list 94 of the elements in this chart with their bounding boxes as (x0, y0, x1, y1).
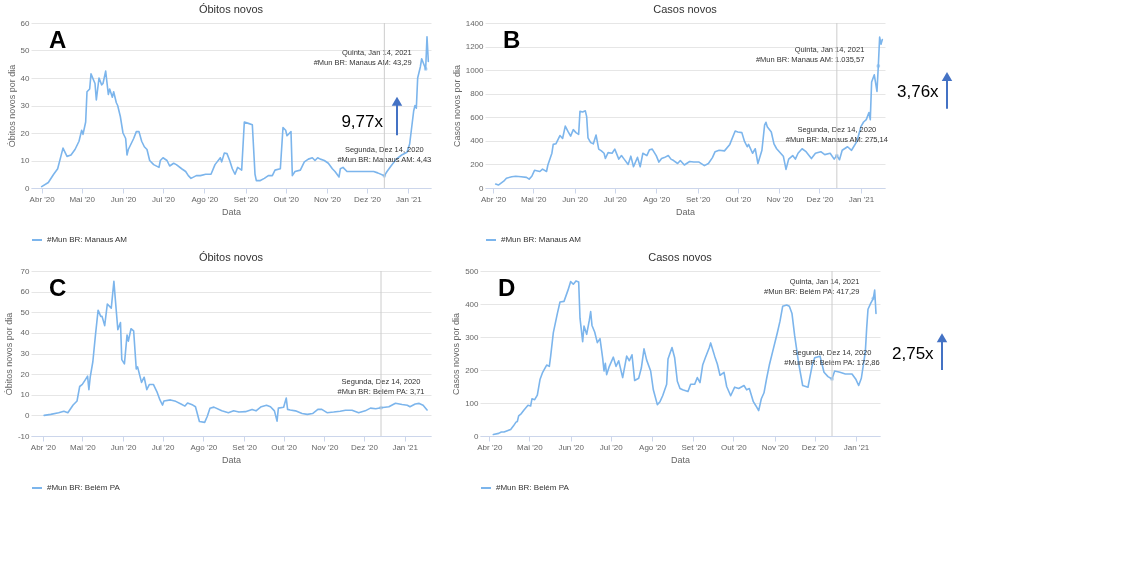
legend-label: #Mun BR: Manaus AM (501, 235, 582, 244)
x-tick-label: Jul '20 (151, 442, 176, 452)
y-tick-label: 60 (20, 18, 31, 28)
x-tick-label: Abr '20 (477, 442, 503, 452)
x-tick-label: Dez '20 (354, 194, 382, 204)
y-tick-label: 400 (465, 299, 480, 309)
annotation: A (49, 26, 67, 53)
x-tick-label: Out '20 (273, 194, 300, 204)
x-tick-label: Out '20 (721, 442, 748, 452)
x-axis-title: Data (221, 206, 242, 217)
x-tick-label: Jan '21 (848, 194, 875, 204)
y-tick-label: 30 (20, 349, 31, 358)
x-tick-label: Dez '20 (350, 442, 379, 452)
x-tick-label: Abr '20 (480, 194, 507, 204)
x-tick-label: Jul '20 (603, 194, 628, 204)
y-tick-label: 0 (25, 410, 31, 420)
y-tick-label: -10 (17, 431, 31, 441)
x-tick-label: Ago '20 (643, 194, 671, 204)
y-tick-label: 50 (20, 46, 31, 55)
y-axis-title: Óbitos novos por dia (3, 312, 14, 396)
y-tick-label: 20 (20, 128, 31, 138)
x-axis-title: Data (670, 454, 691, 465)
y-tick-label: 10 (20, 156, 31, 165)
x-tick-label: Jan '21 (392, 442, 419, 452)
x-tick-label: Dez '20 (801, 442, 830, 452)
y-tick-label: 1200 (465, 42, 485, 52)
x-tick-label: Nov '20 (314, 194, 342, 204)
y-tick-label: 500 (465, 266, 480, 276)
y-tick-label: 800 (470, 89, 485, 99)
x-tick-label: Abr '20 (29, 194, 56, 204)
y-tick-label: 70 (20, 266, 31, 276)
x-tick-label: Nov '20 (766, 194, 794, 204)
x-tick-label: Jan '21 (843, 442, 870, 452)
y-axis-title: Casos novos por dia (451, 312, 462, 396)
y-tick-label: 300 (465, 332, 480, 342)
chart-title: Óbitos novos (198, 251, 264, 263)
line-series (43, 280, 428, 424)
x-tick-label: Out '20 (725, 194, 752, 204)
x-tick-label: Mai '20 (70, 442, 97, 452)
y-tick-label: 30 (20, 101, 31, 110)
annotation: 9,77x (341, 112, 384, 131)
y-tick-label: 400 (470, 136, 485, 146)
x-axis-title: Data (221, 454, 242, 465)
x-tick-label: Jun '20 (110, 194, 137, 204)
x-tick-label: Nov '20 (761, 442, 790, 452)
legend-label: #Mun BR: Manaus AM (47, 235, 128, 244)
x-tick-label: Mai '20 (520, 194, 547, 204)
y-tick-label: 200 (470, 159, 485, 169)
x-tick-label: Mai '20 (517, 442, 544, 452)
x-tick-label: Set '20 (685, 194, 712, 204)
y-tick-label: 0 (25, 183, 31, 193)
text: 3,76x (897, 82, 940, 102)
y-tick-label: 60 (20, 287, 31, 297)
x-tick-label: Set '20 (233, 194, 260, 204)
x-tick-label: Nov '20 (311, 442, 339, 452)
x-tick-label: Ago '20 (190, 442, 218, 452)
annotation: B (503, 26, 521, 53)
x-tick-label: Ago '20 (639, 442, 667, 452)
annotation: C (49, 274, 67, 301)
annotation: D (498, 274, 516, 301)
y-tick-label: 100 (465, 398, 480, 408)
y-tick-label: 0 (474, 431, 480, 441)
x-tick-label: Jul '20 (599, 442, 624, 452)
x-tick-label: Jun '20 (110, 442, 137, 452)
legend-label: #Mun BR: Belém PA (496, 483, 570, 492)
x-tick-label: Mai '20 (69, 194, 96, 204)
chart-title: Casos novos (653, 3, 718, 15)
x-tick-label: Dez '20 (806, 194, 834, 204)
chart-title: Óbitos novos (198, 3, 264, 15)
x-tick-label: Ago '20 (191, 194, 219, 204)
legend-label: #Mun BR: Belém PA (47, 483, 121, 492)
y-tick-label: 50 (20, 307, 31, 317)
y-tick-label: 1400 (465, 18, 485, 28)
y-axis-title: Óbitos novos por dia (6, 64, 17, 148)
y-tick-label: 200 (465, 365, 480, 375)
x-tick-label: Abr '20 (30, 442, 57, 452)
x-tick-label: Out '20 (271, 442, 298, 452)
x-axis-title: Data (675, 206, 696, 217)
y-tick-label: 20 (20, 369, 31, 379)
y-tick-label: 10 (20, 390, 31, 400)
y-tick-label: 1000 (465, 65, 485, 75)
y-tick-label: 600 (470, 112, 485, 122)
y-axis-title: Casos novos por dia (451, 64, 462, 148)
x-tick-label: Jul '20 (152, 194, 176, 204)
x-tick-label: Set '20 (681, 442, 707, 452)
x-tick-label: Jan '21 (396, 194, 423, 204)
x-tick-label: Jun '20 (562, 194, 589, 204)
text: 2,75x (892, 343, 935, 363)
chart-title: Casos novos (648, 251, 713, 263)
x-tick-label: Set '20 (232, 442, 258, 452)
y-tick-label: 40 (20, 73, 31, 83)
y-tick-label: 0 (479, 183, 485, 193)
x-tick-label: Jun '20 (558, 442, 585, 452)
y-tick-label: 40 (20, 328, 31, 338)
